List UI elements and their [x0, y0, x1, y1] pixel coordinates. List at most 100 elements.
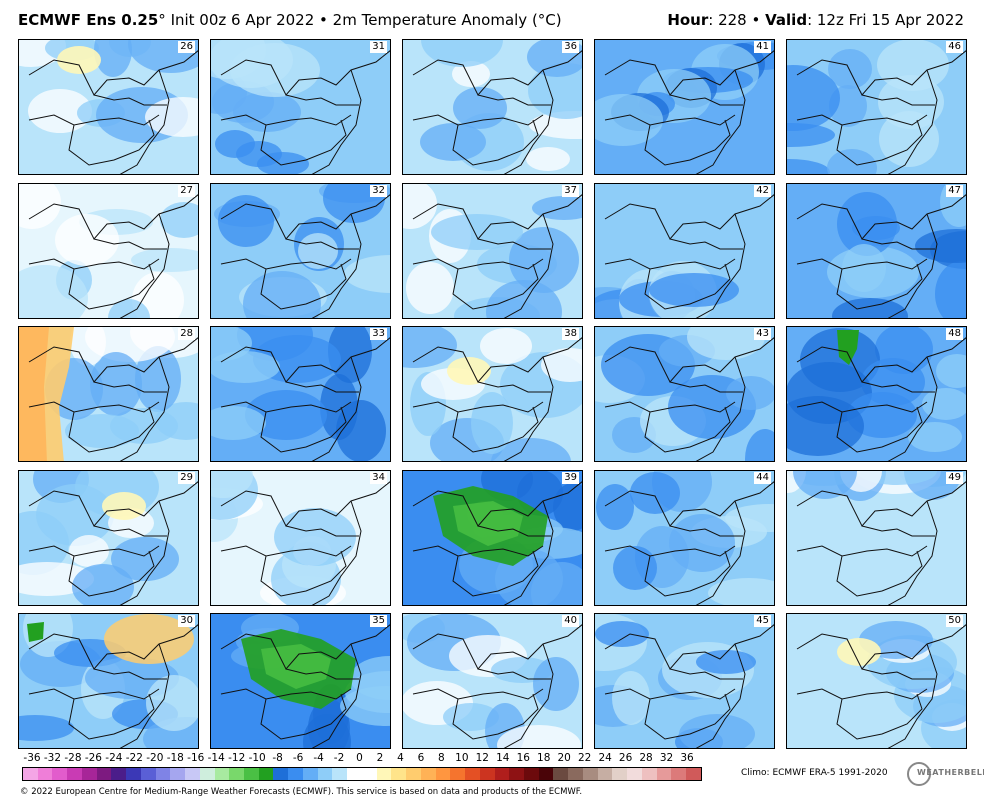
- init-time: Init 00z 6 Apr 2022: [170, 11, 315, 29]
- member-number: 43: [754, 328, 771, 340]
- colorbar-swatch: [538, 768, 554, 780]
- colorbar-swatch: [523, 768, 539, 780]
- member-number: 37: [562, 184, 579, 197]
- colorbar-tick-label: 8: [438, 752, 445, 764]
- valid-label: Valid: [765, 11, 808, 29]
- colorbar-tick-label: -28: [64, 752, 82, 764]
- colorbar-tick-label: -18: [166, 752, 184, 764]
- colorbar-tick-label: -32: [43, 752, 62, 764]
- colorbar-swatch: [509, 768, 524, 780]
- colorbar-tick-label: -8: [272, 752, 283, 764]
- member-number: 40: [562, 615, 579, 627]
- colorbar-tick-label: -16: [187, 752, 205, 764]
- ensemble-member-panel: 46: [786, 39, 967, 175]
- colorbar-swatch: [641, 768, 657, 780]
- ensemble-member-panel: 44: [594, 469, 775, 606]
- member-number: 36: [562, 41, 579, 53]
- colorbar-tick-label: 10: [455, 752, 469, 764]
- colorbar-swatch: [420, 768, 436, 780]
- member-number: 34: [370, 471, 387, 484]
- ensemble-member-panel: 49: [786, 469, 967, 606]
- colorbar-tick-label: -10: [248, 752, 266, 764]
- colorbar-tick-label: 2: [376, 752, 384, 764]
- colorbar-tick-label: -14: [207, 752, 225, 764]
- ensemble-panel-grid: 26 31 36 41 46 27 32 37 42 47 28 33 38 43 48 29 34 39 44 49…: [18, 39, 967, 750]
- member-number: 47: [946, 184, 963, 197]
- member-number: 46: [946, 41, 963, 53]
- separator: •: [319, 11, 328, 29]
- colorbar-tick-label: -22: [125, 752, 143, 764]
- colorbar-swatch: [347, 768, 362, 780]
- colorbar-tick-label: 32: [659, 752, 674, 764]
- ensemble-member-panel: 41: [594, 39, 775, 175]
- ensemble-member-panel: 45: [594, 613, 775, 749]
- colorbar-swatch: [553, 768, 569, 780]
- colorbar-swatch: [568, 768, 583, 780]
- colorbar-swatch: [273, 768, 289, 780]
- member-number: 50: [946, 615, 963, 627]
- ensemble-member-panel: 37: [402, 182, 583, 319]
- colorbar-tick-label: -24: [105, 752, 123, 764]
- ensemble-member-panel: 39: [402, 469, 583, 606]
- colorbar-swatch: [52, 768, 68, 780]
- member-number: 33: [370, 328, 387, 340]
- ensemble-member-panel: 43: [594, 326, 775, 462]
- member-number: 41: [754, 41, 771, 53]
- colorbar-swatch: [494, 768, 510, 780]
- colorbar-tick-label: -2: [333, 752, 345, 764]
- member-number: 42: [754, 184, 771, 197]
- colorbar-swatch: [671, 768, 687, 780]
- separator: •: [751, 11, 761, 29]
- member-number: 32: [370, 184, 387, 197]
- valid-time: Hour: 228 • Valid: 12z Fri 15 Apr 2022: [667, 11, 964, 29]
- colorbar-swatch: [612, 768, 628, 780]
- colorbar-swatch: [229, 768, 245, 780]
- colorbar-tick-label: -4: [313, 752, 324, 764]
- ensemble-member-panel: 50: [786, 613, 967, 749]
- ensemble-member-panel: 31: [210, 39, 391, 175]
- colorbar-tick-label: -6: [292, 752, 304, 764]
- colorbar-tick-label: 14: [496, 752, 510, 764]
- member-number: 44: [754, 471, 771, 484]
- colorbar-swatch: [170, 768, 186, 780]
- colorbar-tick-label: -26: [84, 752, 102, 764]
- colorbar-tick-label: 26: [618, 752, 633, 764]
- ensemble-member-panel: 27: [18, 182, 199, 319]
- colorbar-swatch: [185, 768, 200, 780]
- ensemble-member-panel: 47: [786, 182, 967, 319]
- colorbar-swatch: [435, 768, 451, 780]
- member-number: 31: [370, 41, 387, 53]
- colorbar-tick-label: 18: [537, 752, 551, 764]
- member-number: 35: [370, 615, 387, 627]
- ensemble-member-panel: 29: [18, 469, 199, 606]
- colorbar-swatch: [597, 768, 613, 780]
- colorbar-swatch: [465, 768, 480, 780]
- colorbar-swatch: [258, 768, 274, 780]
- colorbar-swatch: [23, 768, 38, 780]
- colorbar-swatch: [450, 768, 466, 780]
- colorbar-tick-label: 6: [417, 752, 425, 764]
- member-number: 30: [178, 615, 195, 627]
- degree-mark: °: [158, 11, 166, 29]
- chart-title: ECMWF Ens 0.25° Init 00z 6 Apr 2022 • 2m…: [18, 11, 562, 29]
- ensemble-member-panel: 36: [402, 39, 583, 175]
- colorbar-tick-label: 4: [397, 752, 404, 764]
- field-unit: °C): [537, 11, 562, 29]
- colorbar-swatch: [96, 768, 112, 780]
- colorbar-swatch: [199, 768, 215, 780]
- colorbar-swatch: [111, 768, 127, 780]
- member-number: 45: [754, 615, 771, 627]
- member-number: 38: [562, 328, 579, 340]
- ensemble-member-panel: 35: [210, 613, 391, 749]
- colorbar-tick-label: 28: [639, 752, 653, 764]
- ensemble-member-panel: 42: [594, 182, 775, 319]
- ensemble-member-panel: 32: [210, 182, 391, 319]
- colorbar-tick-label: -20: [146, 752, 164, 764]
- colorbar-swatch: [479, 768, 495, 780]
- colorbar-tick-label: -12: [228, 752, 246, 764]
- colorbar-swatch: [376, 768, 392, 780]
- colorbar-swatch: [67, 768, 82, 780]
- ensemble-member-panel: 48: [786, 326, 967, 462]
- member-number: 26: [178, 41, 195, 53]
- colorbar-tick-label: -36: [23, 752, 41, 764]
